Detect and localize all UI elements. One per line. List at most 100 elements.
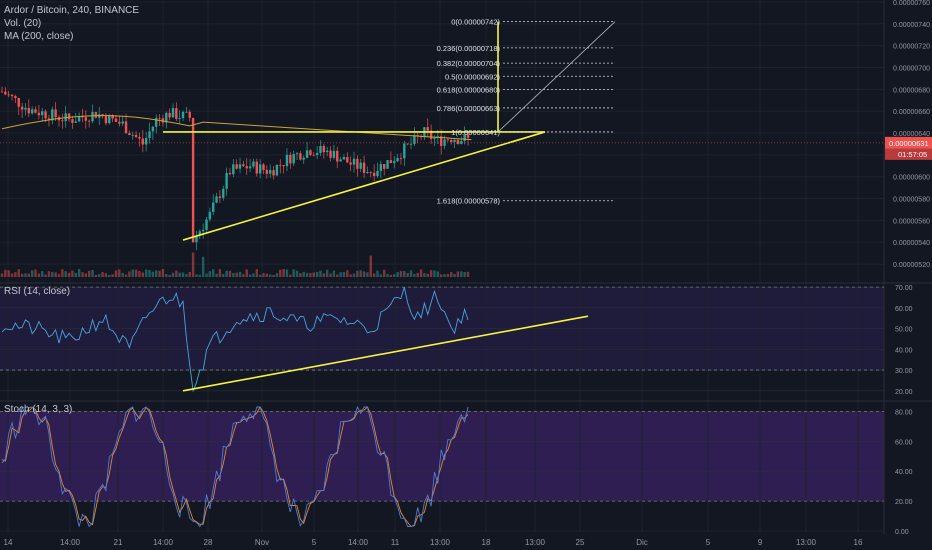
volume-bar — [222, 274, 225, 277]
volume-bar — [359, 270, 362, 277]
last-price-tag — [885, 136, 932, 149]
volume-bar — [352, 273, 356, 277]
volume-bar — [94, 274, 98, 277]
stoch-legend: Stoch (14, 3, 3) — [4, 403, 72, 416]
candle-body — [376, 171, 379, 176]
volume-bar — [272, 274, 275, 277]
volume-bar — [369, 255, 372, 277]
volume-bar — [275, 273, 279, 277]
volume-bar — [409, 270, 413, 277]
candle-body — [255, 161, 258, 174]
volume-bar — [81, 272, 84, 277]
stoch-axis-label: 0.00 — [895, 529, 909, 536]
candle-body — [10, 94, 14, 97]
stoch-d-line — [1, 406, 469, 528]
volume-bar — [289, 274, 292, 277]
candle-body — [413, 135, 416, 144]
volume-bar — [178, 272, 181, 277]
volume-bar — [366, 272, 369, 277]
volume-bar — [322, 273, 326, 277]
support-line — [182, 131, 546, 241]
candle-body — [292, 154, 295, 164]
candle-body — [369, 172, 372, 173]
volume-bar — [245, 269, 248, 277]
volume-bar — [212, 269, 215, 277]
volume-bar — [292, 269, 295, 277]
candle-body — [191, 117, 195, 243]
volume-bar — [279, 269, 282, 277]
candle-body — [212, 202, 215, 212]
price-axis-label: 0.00000640 — [893, 131, 930, 138]
candle-body — [218, 196, 222, 198]
countdown-text: 01:57:05 — [898, 150, 927, 159]
candle-body — [258, 164, 262, 174]
volume-bar — [315, 271, 319, 277]
volume-bar — [463, 271, 466, 277]
candle-body — [305, 150, 309, 158]
candle-body — [158, 117, 161, 119]
candle-body — [138, 137, 141, 139]
time-axis-label: Nov — [255, 538, 269, 547]
volume-bar — [319, 270, 322, 277]
candle-body — [356, 158, 359, 169]
candle-body — [312, 154, 315, 156]
candle-body — [460, 140, 463, 144]
candle-body — [198, 231, 201, 236]
price-axis-label: 0.00000660 — [893, 109, 930, 116]
candle-body — [4, 91, 7, 95]
candle-body — [346, 157, 349, 163]
volume-bar — [201, 256, 205, 277]
candle-body — [91, 112, 94, 122]
volume-bar — [460, 271, 463, 277]
candle-body — [74, 121, 77, 123]
volume-bar — [346, 270, 349, 277]
volume-bar — [282, 269, 285, 277]
candle-body — [248, 166, 252, 169]
volume-bar — [362, 271, 366, 277]
volume-bar — [258, 274, 262, 277]
volume-bar — [131, 269, 134, 277]
rsi-legend: RSI (14, close) — [4, 285, 70, 298]
candle-body — [275, 164, 279, 176]
stoch-title: Stoch (14, 3, 3) — [4, 404, 73, 415]
time-axis-label: 5 — [312, 538, 317, 547]
rsi-line — [1, 286, 469, 393]
volume-bar — [416, 272, 419, 277]
candle-body — [61, 120, 64, 122]
candle-body — [148, 131, 151, 138]
volume-bar — [134, 269, 138, 277]
volume-bar — [61, 269, 64, 277]
volume-bar — [10, 273, 14, 277]
candle-body — [403, 143, 406, 159]
volume-bar — [7, 270, 10, 277]
volume-bar — [165, 273, 168, 277]
candle-body — [295, 153, 299, 155]
candle-body — [319, 145, 322, 153]
rsi-axis-label: 60.00 — [895, 306, 913, 313]
candle-body — [379, 164, 383, 172]
candle-body — [235, 164, 238, 169]
volume-bar — [342, 272, 346, 277]
time-axis-label: 18 — [482, 538, 491, 547]
candle-body — [81, 116, 84, 118]
fib-level-label: 1.618(0.00000578) — [437, 197, 501, 206]
volume-bar — [265, 273, 269, 277]
volume-bar — [181, 272, 185, 277]
volume-bar — [111, 274, 114, 277]
rsi-axis-label: 20.00 — [895, 389, 913, 396]
volume-bar — [419, 269, 423, 277]
candle-body — [215, 196, 218, 203]
volume-bar — [242, 274, 245, 277]
candle-body — [309, 150, 312, 155]
candle-body — [0, 91, 4, 93]
candle-body — [339, 159, 342, 162]
volume-bar — [171, 272, 175, 277]
volume-bar — [312, 272, 315, 277]
candle-body — [155, 117, 158, 127]
candle-body — [245, 166, 248, 169]
ma-line — [1, 115, 472, 141]
fib-level-label: 0.236(0.00000718) — [437, 44, 501, 53]
candle-body — [463, 134, 466, 141]
candle-body — [24, 107, 27, 110]
